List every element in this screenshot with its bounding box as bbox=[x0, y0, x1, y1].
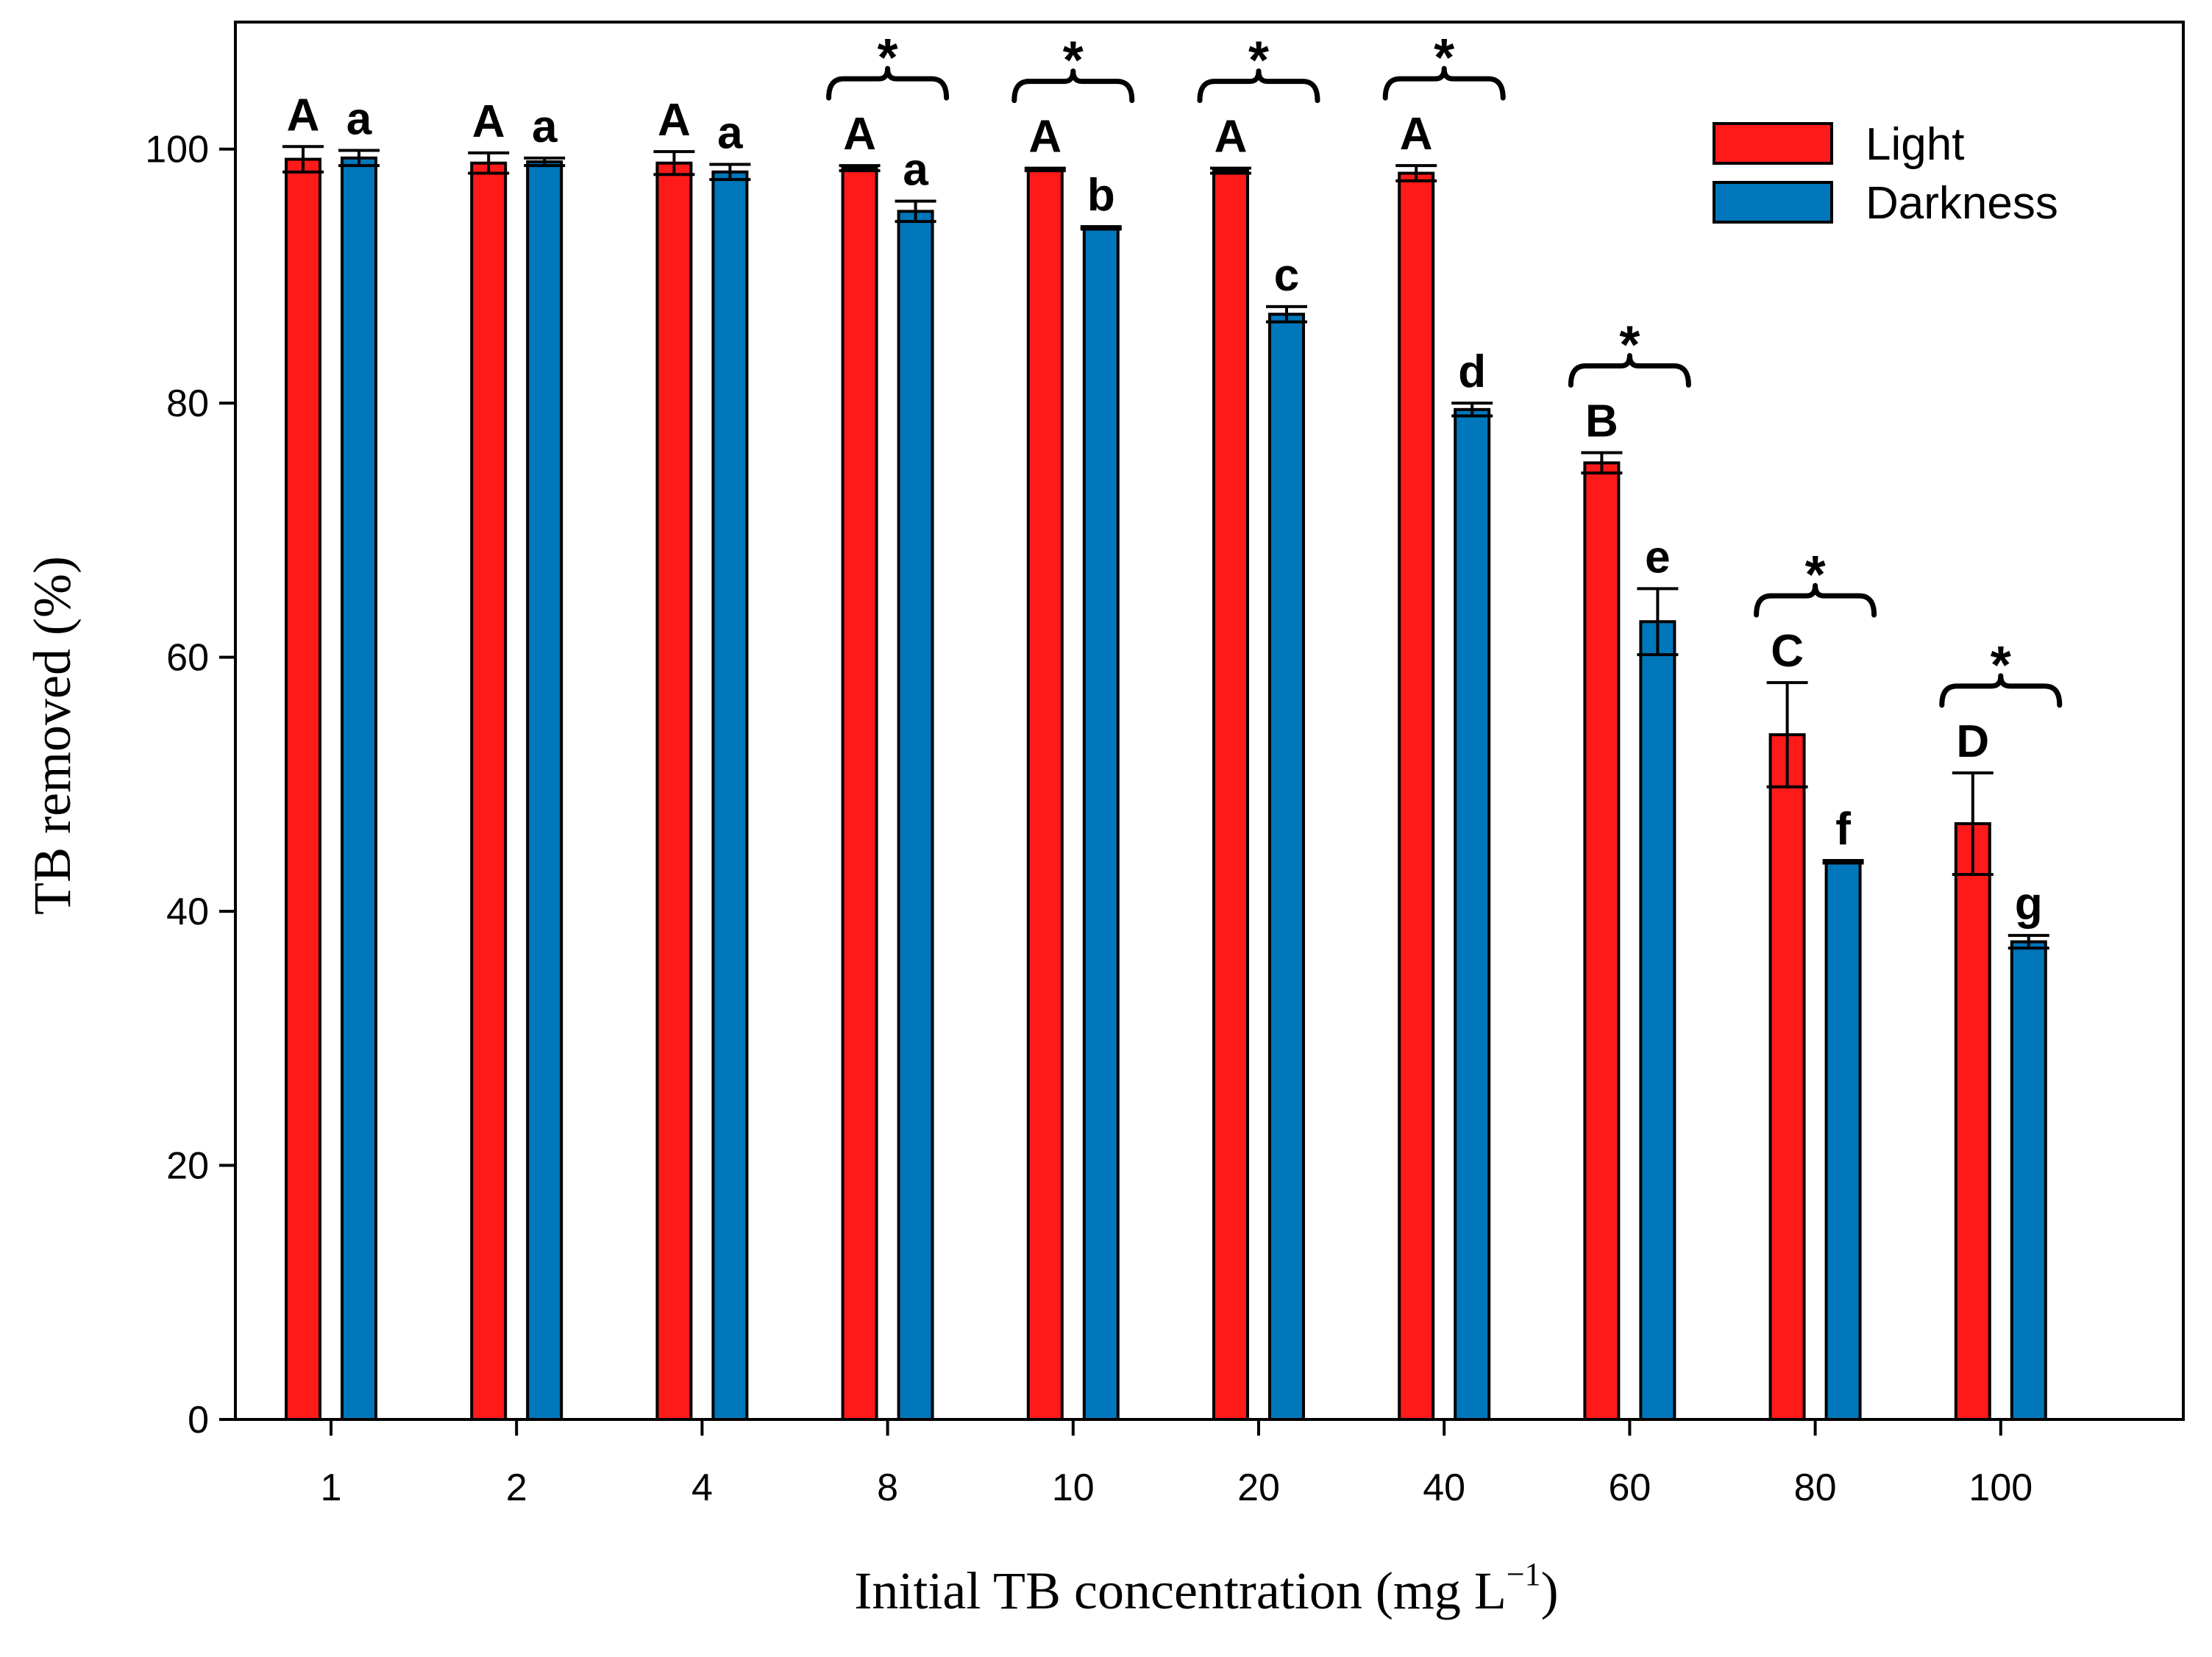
sig-letter-darkness-20: c bbox=[1274, 250, 1299, 301]
y-axis-label: TB removed (%) bbox=[23, 556, 82, 915]
y-tick-label-60: 60 bbox=[166, 637, 209, 680]
x-tick-label-60: 60 bbox=[1608, 1467, 1651, 1509]
sig-letter-darkness-100: g bbox=[2015, 879, 2043, 930]
sig-letter-darkness-8: a bbox=[903, 145, 928, 196]
significance-star-10: * bbox=[1063, 32, 1084, 90]
sig-letter-darkness-1: a bbox=[346, 93, 372, 144]
legend: Light Darkness bbox=[1713, 119, 2058, 229]
y-tick-label-80: 80 bbox=[166, 382, 209, 425]
x-axis-label-main: Initial TB concentration (mg L bbox=[854, 1561, 1506, 1620]
significance-brace-10 bbox=[1011, 68, 1135, 104]
bar-light-1 bbox=[285, 157, 321, 1422]
y-tick-label-40: 40 bbox=[166, 891, 209, 933]
sig-letter-darkness-40: d bbox=[1458, 346, 1486, 397]
sig-letter-light-2: A bbox=[472, 96, 505, 147]
bar-darkness-4 bbox=[711, 170, 749, 1421]
x-axis-label-suffix: ) bbox=[1541, 1561, 1559, 1620]
bar-light-80 bbox=[1768, 733, 1806, 1421]
plot-area: 0 20 40 60 80 100 1 A a 2 A a 4 A a 8 Aa * 10 Ab * 20 Ac * 40 Ad *… bbox=[145, 21, 2185, 1509]
bar-darkness-40 bbox=[1454, 407, 1491, 1421]
significance-star-20: * bbox=[1248, 32, 1269, 90]
bar-light-10 bbox=[1026, 168, 1064, 1421]
legend-swatch-light bbox=[1713, 122, 1833, 165]
sig-letter-light-8: A bbox=[843, 109, 876, 160]
bar-light-8 bbox=[841, 166, 878, 1422]
significance-brace-100 bbox=[1939, 673, 2063, 708]
bar-light-20 bbox=[1212, 169, 1249, 1421]
x-tick-label-20: 20 bbox=[1237, 1467, 1280, 1509]
significance-star-8: * bbox=[878, 29, 898, 88]
significance-star-40: * bbox=[1434, 29, 1454, 88]
significance-star-80: * bbox=[1805, 546, 1826, 605]
x-tick-label-80: 80 bbox=[1794, 1467, 1837, 1509]
x-tick-label-4: 4 bbox=[691, 1467, 713, 1509]
x-tick-label-100: 100 bbox=[1969, 1467, 2033, 1509]
sig-letter-darkness-10: b bbox=[1087, 170, 1115, 221]
y-tick-label-100: 100 bbox=[145, 129, 209, 171]
x-tick-label-1: 1 bbox=[321, 1467, 342, 1509]
sig-letter-light-4: A bbox=[658, 95, 691, 146]
bar-darkness-1 bbox=[341, 156, 377, 1421]
sig-letter-darkness-80: f bbox=[1835, 804, 1851, 855]
sig-letter-light-10: A bbox=[1028, 112, 1061, 163]
sig-letter-darkness-4: a bbox=[717, 107, 743, 158]
significance-brace-8 bbox=[826, 65, 950, 101]
bar-darkness-2 bbox=[526, 160, 563, 1421]
bar-darkness-80 bbox=[1824, 860, 1862, 1421]
bar-darkness-100 bbox=[2010, 940, 2047, 1421]
sig-letter-light-60: B bbox=[1585, 396, 1618, 447]
bar-light-4 bbox=[655, 161, 693, 1421]
bar-darkness-8 bbox=[897, 210, 934, 1421]
bar-light-2 bbox=[470, 161, 508, 1421]
bar-light-60 bbox=[1583, 461, 1621, 1421]
x-tick-label-40: 40 bbox=[1423, 1467, 1465, 1509]
significance-star-60: * bbox=[1619, 316, 1640, 375]
sig-letter-light-40: A bbox=[1400, 109, 1433, 160]
sig-letter-light-1: A bbox=[287, 90, 320, 140]
sig-letter-darkness-60: e bbox=[1645, 532, 1670, 582]
bar-darkness-60 bbox=[1639, 620, 1676, 1421]
plot-frame bbox=[234, 21, 2185, 1421]
bar-darkness-20 bbox=[1268, 313, 1305, 1422]
sig-letter-darkness-2: a bbox=[532, 101, 558, 152]
legend-label-light: Light bbox=[1866, 119, 1964, 170]
significance-star-100: * bbox=[1991, 636, 2011, 695]
y-tick-label-20: 20 bbox=[166, 1145, 209, 1188]
bar-light-40 bbox=[1398, 171, 1435, 1422]
significance-brace-60 bbox=[1568, 353, 1691, 388]
bar-darkness-10 bbox=[1082, 226, 1120, 1421]
significance-brace-80 bbox=[1754, 582, 1877, 618]
sig-letter-light-100: D bbox=[1956, 716, 1989, 767]
x-tick-label-8: 8 bbox=[877, 1467, 898, 1509]
significance-brace-40 bbox=[1382, 65, 1506, 101]
legend-label-darkness: Darkness bbox=[1866, 178, 2058, 229]
legend-swatch-darkness bbox=[1713, 181, 1833, 224]
x-tick-label-2: 2 bbox=[506, 1467, 527, 1509]
x-tick-label-10: 10 bbox=[1052, 1467, 1095, 1509]
x-axis-label-exponent: −1 bbox=[1507, 1556, 1541, 1592]
sig-letter-light-20: A bbox=[1215, 112, 1248, 163]
bar-light-100 bbox=[1954, 822, 1991, 1421]
x-axis-label: Initial TB concentration (mg L−1) bbox=[854, 1556, 1558, 1620]
significance-brace-20 bbox=[1197, 68, 1320, 104]
sig-letter-light-80: C bbox=[1771, 626, 1804, 677]
y-tick-label-0: 0 bbox=[188, 1399, 209, 1442]
